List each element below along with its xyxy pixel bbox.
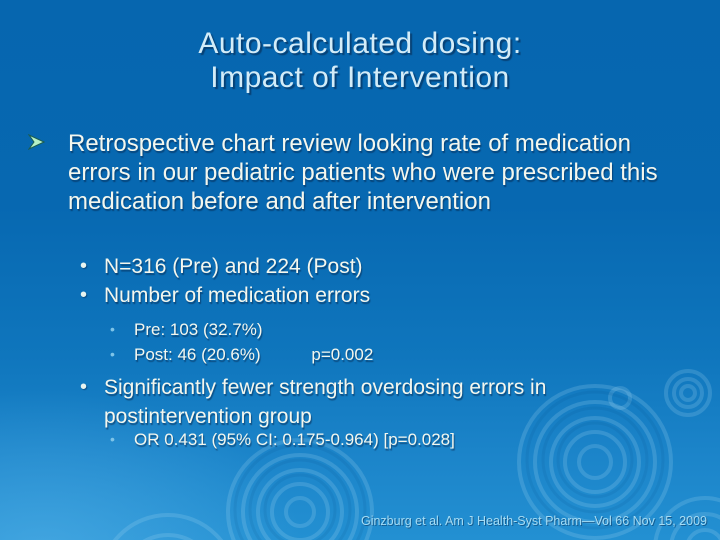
sub-bullet-n-row: • N=316 (Pre) and 224 (Post) bbox=[80, 252, 363, 281]
bullet-main-text: Retrospective chart review looking rate … bbox=[68, 130, 658, 215]
detail-pre-row: • Pre: 103 (32.7%) bbox=[110, 317, 263, 342]
title-line-2: Impact of Intervention bbox=[210, 61, 510, 94]
sub-bullet-errors-row: • Number of medication errors bbox=[80, 281, 370, 310]
sub-bullet-n-text: N=316 (Pre) and 224 (Post) bbox=[104, 255, 363, 278]
dot-bullet-icon: • bbox=[80, 376, 88, 398]
title-line-1: Auto-calculated dosing: bbox=[198, 27, 522, 60]
detail-pre-text: Pre: 103 (32.7%) bbox=[134, 320, 263, 339]
sub-bullet-errors-text: Number of medication errors bbox=[104, 284, 371, 307]
detail-post-value: Post: 46 (20.6%) bbox=[134, 345, 261, 364]
citation-footer: Ginzburg et al. Am J Health-Syst Pharm—V… bbox=[360, 514, 707, 528]
dot-bullet-icon: • bbox=[80, 284, 88, 306]
small-dot-bullet-icon: • bbox=[110, 321, 115, 337]
detail-or-text: OR 0.431 (95% CI: 0.175-0.964) [p=0.028] bbox=[134, 430, 455, 449]
small-dot-bullet-icon: • bbox=[110, 346, 115, 362]
sub-bullet-significant-text: Significantly fewer strength overdosing … bbox=[104, 376, 547, 428]
slide-title: Auto-calculated dosing: Impact of Interv… bbox=[0, 27, 720, 95]
detail-post-text: Post: 46 (20.6%) p=0.002 bbox=[134, 342, 373, 367]
detail-post-pvalue: p=0.002 bbox=[311, 345, 374, 364]
bullet-main-row: Retrospective chart review looking rate … bbox=[27, 129, 688, 216]
detail-or-row: • OR 0.431 (95% CI: 0.175-0.964) [p=0.02… bbox=[110, 427, 455, 452]
detail-post-row: • Post: 46 (20.6%) p=0.002 bbox=[110, 342, 373, 367]
small-dot-bullet-icon: • bbox=[110, 431, 115, 447]
dot-bullet-icon: • bbox=[80, 255, 88, 277]
arrowhead-bullet-icon bbox=[27, 129, 68, 155]
sub-bullet-significant-row: • Significantly fewer strength overdosin… bbox=[80, 373, 649, 431]
